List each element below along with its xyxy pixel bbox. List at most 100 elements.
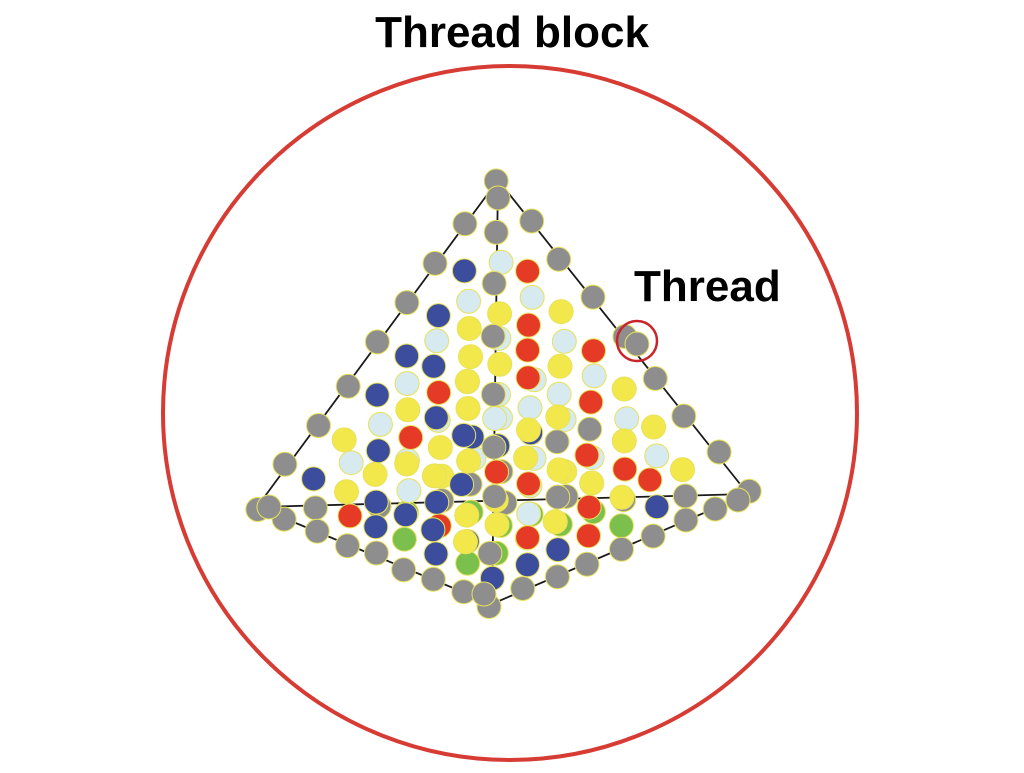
thread-dot bbox=[391, 557, 417, 583]
highlighted-thread-dot bbox=[624, 331, 650, 357]
thread-dot bbox=[644, 494, 670, 520]
thread-dot bbox=[422, 250, 448, 276]
thread-dot bbox=[516, 501, 542, 527]
thread-dot bbox=[471, 581, 497, 607]
thread-dot bbox=[304, 518, 330, 544]
thread-dot bbox=[487, 301, 513, 327]
thread-dot bbox=[609, 484, 635, 510]
thread-dot bbox=[482, 406, 508, 431]
thread-block-title: Thread block bbox=[375, 8, 649, 57]
thread-dot bbox=[391, 526, 417, 552]
thread-dot bbox=[427, 435, 453, 460]
thread-dot bbox=[484, 459, 509, 485]
thread-dot bbox=[706, 439, 732, 465]
thread-dot bbox=[365, 438, 391, 464]
thread-dot bbox=[608, 513, 634, 539]
thread-dot bbox=[449, 472, 475, 497]
thread-dots bbox=[245, 168, 762, 619]
thread-dot bbox=[362, 461, 388, 487]
thread-dot bbox=[516, 312, 541, 338]
thread-dot bbox=[451, 422, 477, 448]
thread-dot bbox=[455, 550, 481, 576]
thread-dot bbox=[394, 451, 420, 477]
thread-dot bbox=[637, 467, 663, 493]
thread-dot bbox=[551, 328, 577, 354]
thread-dot bbox=[482, 484, 507, 509]
thread-dot bbox=[480, 381, 506, 407]
thread-dot bbox=[335, 373, 361, 399]
thread-dot bbox=[363, 514, 389, 540]
thread-dot bbox=[456, 448, 482, 474]
thread-dot bbox=[542, 509, 568, 535]
thread-dot bbox=[394, 371, 420, 396]
thread-dot bbox=[454, 502, 480, 528]
thread-block-circle bbox=[161, 64, 859, 762]
thread-dot bbox=[363, 540, 389, 566]
thread-dot bbox=[544, 429, 570, 455]
thread-dot bbox=[487, 351, 513, 377]
thread-dot bbox=[335, 533, 360, 559]
thread-dot bbox=[302, 495, 328, 521]
thread-dot bbox=[363, 489, 389, 515]
thread-dot bbox=[545, 404, 571, 430]
thread-dot bbox=[581, 338, 606, 364]
thread-dot bbox=[393, 502, 419, 528]
thread-dot bbox=[424, 489, 450, 515]
thread-dot bbox=[337, 503, 363, 529]
thread-dot bbox=[420, 517, 446, 543]
thread-dot bbox=[576, 494, 602, 520]
thread-dot bbox=[515, 365, 541, 391]
thread-dot bbox=[640, 523, 666, 549]
thread-dot bbox=[516, 417, 541, 443]
thread-dot bbox=[581, 363, 607, 389]
thread-dot bbox=[576, 523, 601, 549]
thread-dot bbox=[395, 397, 421, 423]
thread-dot bbox=[702, 496, 728, 522]
thread-dot bbox=[545, 537, 571, 563]
thread-dot bbox=[301, 466, 327, 492]
thread-dot bbox=[364, 329, 390, 355]
thread-dot bbox=[580, 284, 606, 310]
thread-dot bbox=[609, 536, 634, 562]
thread-dot bbox=[421, 353, 447, 379]
thread-dot bbox=[483, 219, 509, 245]
thread-dot bbox=[545, 484, 571, 510]
thread-dot bbox=[517, 395, 543, 421]
thread-dot bbox=[515, 258, 541, 284]
thread-dot bbox=[641, 414, 667, 440]
thread-dot bbox=[611, 428, 637, 454]
thread-dot bbox=[455, 396, 481, 421]
thread-dot bbox=[458, 344, 483, 370]
thread-dot bbox=[453, 529, 478, 555]
thread-dot bbox=[481, 434, 507, 460]
thread-dot bbox=[456, 316, 482, 341]
thread-dot bbox=[670, 457, 695, 483]
thread-dot bbox=[574, 551, 600, 577]
thread-dot bbox=[367, 411, 393, 437]
thread-dot bbox=[394, 343, 420, 369]
thread-dot bbox=[577, 416, 603, 442]
thread-dot bbox=[256, 494, 282, 520]
thread-dot bbox=[515, 525, 541, 551]
thread-dot bbox=[671, 403, 697, 429]
thread-dot bbox=[612, 456, 638, 482]
thread-dot bbox=[515, 337, 541, 363]
thread-dot bbox=[451, 258, 477, 284]
thread-dot bbox=[306, 413, 331, 438]
thread-dot bbox=[364, 382, 390, 408]
thread-dot bbox=[513, 445, 539, 471]
thread-dot bbox=[423, 405, 449, 431]
thread-dot bbox=[578, 389, 604, 415]
thread-dot bbox=[480, 323, 506, 349]
thread-dot bbox=[477, 540, 503, 566]
thread-dot bbox=[546, 457, 572, 483]
thread-dot bbox=[452, 211, 478, 237]
thread-dot bbox=[546, 381, 572, 407]
thread-dot bbox=[614, 406, 640, 432]
thread-dot bbox=[338, 450, 364, 476]
thread-dot bbox=[272, 451, 298, 477]
thread-dot bbox=[481, 270, 507, 296]
thread-dot bbox=[673, 507, 699, 533]
thread-dot bbox=[421, 463, 447, 489]
